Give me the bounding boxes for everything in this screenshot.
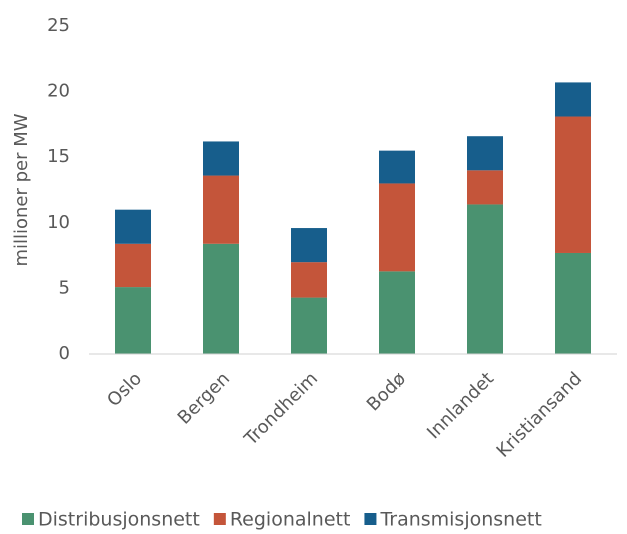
y-axis-title: millioner per MW	[11, 113, 32, 266]
legend-swatch	[213, 513, 226, 525]
y-tick-label: 5	[59, 277, 70, 298]
legend-label: Transmisjonsnett	[379, 509, 541, 531]
bar-segment	[203, 141, 239, 176]
bar-segment	[467, 170, 503, 205]
y-tick-label: 25	[47, 15, 70, 36]
legend-label: Regionalnett	[230, 509, 351, 531]
x-tick-label: Innlandet	[423, 368, 498, 443]
legend-label: Distribusjonsnett	[38, 509, 200, 531]
legend-swatch	[22, 513, 34, 525]
bar-segment	[115, 287, 151, 354]
x-tick-label: Oslo	[103, 368, 146, 411]
bar-segment	[291, 262, 327, 298]
bar-segment	[291, 297, 327, 354]
bar-segment	[291, 228, 327, 263]
bar-segment	[555, 252, 591, 354]
bar-segment	[467, 136, 503, 171]
bar-segment	[203, 175, 239, 244]
bar-segment	[555, 116, 591, 253]
y-tick-label: 15	[47, 146, 70, 167]
x-tick-label: Kristiansand	[493, 368, 587, 462]
bar-segment	[379, 271, 415, 354]
x-tick-label: Trondheim	[240, 368, 322, 450]
x-tick-label: Bodø	[363, 368, 410, 415]
legend-swatch	[364, 513, 377, 525]
bar-segment	[379, 150, 415, 184]
bar-segment	[467, 204, 503, 354]
bar-segment	[555, 82, 591, 117]
x-tick-label: Bergen	[174, 368, 234, 428]
bar-segment	[203, 243, 239, 354]
y-tick-label: 0	[59, 343, 70, 364]
bar-segment	[379, 183, 415, 272]
bar-segment	[115, 243, 151, 288]
y-tick-label: 10	[47, 212, 70, 233]
y-tick-label: 20	[47, 81, 70, 102]
bar-segment	[115, 209, 151, 244]
